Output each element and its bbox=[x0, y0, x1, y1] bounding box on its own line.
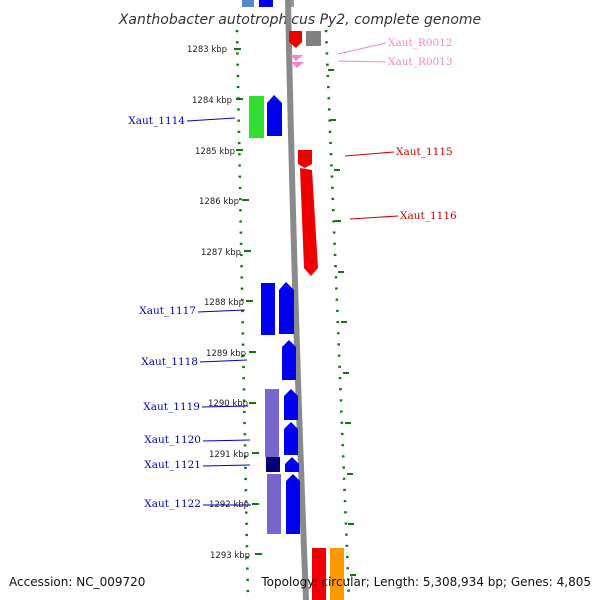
gene-reverse-1115[interactable] bbox=[298, 150, 312, 168]
map-title: Xanthobacter autotrophicus Py2, complete… bbox=[118, 12, 481, 28]
gene-label-1115[interactable]: Xaut_1115 bbox=[396, 146, 453, 158]
leader-1117 bbox=[197, 309, 246, 313]
gene-label-r0012[interactable]: Xaut_R0012 bbox=[388, 37, 453, 49]
accession-text: Accession: NC_009720 bbox=[9, 575, 145, 589]
leader-r0012 bbox=[337, 42, 387, 55]
gene-forward-1120[interactable] bbox=[284, 422, 298, 455]
genome-backbone bbox=[285, 0, 309, 600]
gene-forward-1114b[interactable] bbox=[267, 95, 282, 136]
tick-label: 1293 kbp bbox=[210, 551, 250, 561]
topology-text: Topology: circular; Length: 5,308,934 bp… bbox=[260, 575, 591, 589]
tick-label: 1289 kbp bbox=[206, 349, 246, 359]
tick-label: 1288 kbp bbox=[204, 298, 244, 308]
gene-forward-1118[interactable] bbox=[282, 340, 296, 380]
gene-gray-top[interactable] bbox=[306, 31, 321, 46]
tick-label: 1291 kbp bbox=[209, 450, 249, 460]
gene-label-1122[interactable]: Xaut_1122 bbox=[144, 498, 201, 510]
gene-green[interactable] bbox=[249, 96, 264, 138]
gene-reverse-bottom[interactable] bbox=[312, 548, 326, 600]
gene-navy-1121[interactable] bbox=[266, 457, 280, 472]
leader-1119 bbox=[201, 405, 249, 408]
gene-forward-1119b[interactable] bbox=[284, 389, 298, 420]
gene-label-1116[interactable]: Xaut_1116 bbox=[400, 210, 457, 222]
tick-label: 1285 kbp bbox=[195, 147, 235, 157]
tick-label: 1284 kbp bbox=[192, 96, 232, 106]
leader-1114 bbox=[186, 117, 236, 122]
tick-label: 1287 kbp bbox=[201, 248, 241, 258]
genome-backbone-top bbox=[289, 0, 294, 7]
gene-forward-1117b[interactable] bbox=[279, 282, 294, 334]
gene-label-1121[interactable]: Xaut_1121 bbox=[144, 459, 201, 471]
tick-label: 1283 kbp bbox=[187, 45, 227, 55]
gene-block-top-2[interactable] bbox=[259, 0, 273, 7]
leader-1116 bbox=[349, 215, 399, 220]
gene-lavender-1119[interactable] bbox=[265, 389, 279, 457]
gene-reverse-1116[interactable] bbox=[300, 168, 318, 276]
outer-ruler bbox=[324, 29, 351, 600]
gene-forward-1122[interactable] bbox=[286, 474, 300, 534]
gene-forward-1117a[interactable] bbox=[261, 283, 275, 335]
inner-ruler bbox=[235, 29, 250, 600]
gene-label-1118[interactable]: Xaut_1118 bbox=[141, 356, 198, 368]
gene-reverse-top[interactable] bbox=[289, 31, 302, 48]
tick-group: 1283 kbp 1284 kbp 1285 kbp 1286 kbp 1287… bbox=[187, 45, 356, 576]
gene-block-top-1[interactable] bbox=[242, 0, 254, 7]
gene-label-1114[interactable]: Xaut_1114 bbox=[128, 115, 185, 127]
rna-gene-r0012[interactable] bbox=[290, 55, 303, 61]
gene-label-r0013[interactable]: Xaut_R0013 bbox=[388, 56, 453, 68]
leader-1121 bbox=[202, 464, 251, 467]
leader-1118 bbox=[199, 359, 248, 363]
gene-forward-1121[interactable] bbox=[285, 457, 299, 472]
gene-lavender-1122[interactable] bbox=[267, 474, 281, 534]
gene-label-1117[interactable]: Xaut_1117 bbox=[139, 305, 196, 317]
tick-label: 1286 kbp bbox=[199, 197, 239, 207]
gene-label-1120[interactable]: Xaut_1120 bbox=[144, 434, 201, 446]
leader-1115 bbox=[344, 151, 395, 157]
tick-label: 1290 kbp bbox=[208, 399, 248, 409]
leader-1120 bbox=[202, 439, 251, 442]
leader-r0013 bbox=[337, 60, 387, 63]
gene-orange-bottom[interactable] bbox=[330, 548, 344, 600]
gene-label-1119[interactable]: Xaut_1119 bbox=[143, 401, 200, 413]
rna-gene-r0013[interactable] bbox=[291, 62, 304, 68]
